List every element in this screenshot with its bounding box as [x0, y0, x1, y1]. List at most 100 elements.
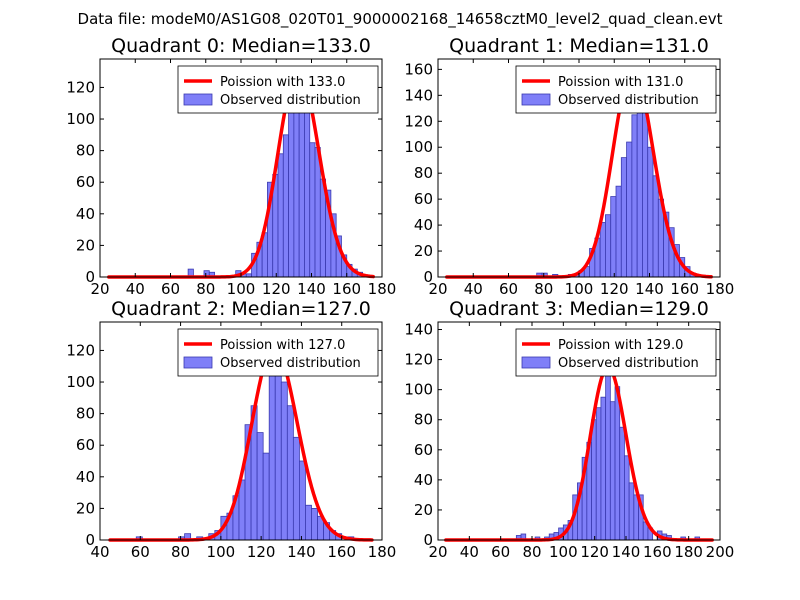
y-tick-label: 140: [404, 86, 433, 104]
x-tick-label: 40: [464, 280, 483, 298]
y-tick-label: 40: [76, 205, 95, 223]
legend-label-observed: Observed distribution: [220, 93, 361, 108]
y-tick-label: 100: [404, 381, 433, 399]
histogram-bar: [614, 386, 621, 541]
x-tick-label: 20: [428, 280, 447, 298]
x-tick-label: 180: [368, 280, 397, 298]
legend-label-observed: Observed distribution: [558, 356, 699, 371]
histogram-bar: [293, 102, 300, 278]
y-tick-label: 60: [76, 173, 95, 191]
y-tick-label: 100: [66, 110, 95, 128]
y-tick-label: 120: [404, 351, 433, 369]
subplot-title: Quadrant 1: Median=131.0: [449, 35, 709, 57]
histogram-bar: [299, 460, 306, 541]
y-tick-label: 40: [414, 216, 433, 234]
subplot-title: Quadrant 0: Median=133.0: [111, 35, 371, 57]
histogram-bar: [286, 405, 294, 541]
x-tick-label: 140: [287, 543, 316, 561]
histogram-bar: [642, 107, 649, 278]
histogram-bar: [605, 366, 611, 541]
x-tick-label: 160: [332, 280, 361, 298]
histogram-bar: [304, 110, 311, 278]
histogram-bar: [628, 482, 635, 541]
histogram-bar: [595, 407, 602, 541]
histogram-bar: [268, 365, 276, 541]
histogram-bar: [609, 401, 616, 541]
histogram-bar: [631, 114, 638, 278]
x-tick-label: 100: [207, 543, 236, 561]
x-tick-label: 100: [549, 543, 578, 561]
histogram-bar: [610, 196, 617, 278]
subplot-quadrant-3: Quadrant 3: Median=129.020 40 60 80 100 120 14…: [404, 298, 734, 561]
x-tick-label: 60: [131, 543, 150, 561]
x-tick-label: 120: [580, 543, 609, 561]
x-tick-label: 140: [297, 280, 326, 298]
y-tick-label: 0: [423, 531, 433, 549]
histogram-bar: [652, 175, 659, 278]
x-tick-label: 160: [327, 543, 356, 561]
histogram-bar: [262, 452, 270, 541]
subplot-quadrant-2: Quadrant 2: Median=127.0 40 60 80 100 120 140 1…: [66, 298, 396, 561]
y-tick-label: 20: [76, 236, 95, 254]
y-tick-label: 40: [414, 471, 433, 489]
x-tick-label: 140: [635, 280, 664, 298]
x-tick-label: 100: [227, 280, 256, 298]
histogram-bar: [615, 185, 622, 278]
legend-label-poisson: Poission with 127.0: [220, 338, 345, 353]
figure-suptitle: Data file: modeM0/AS1G08_020T01_90000021…: [78, 10, 723, 29]
x-tick-label: 180: [706, 280, 735, 298]
y-tick-label: 40: [76, 468, 95, 486]
histogram-bar: [256, 432, 264, 541]
x-tick-label: 60: [161, 280, 180, 298]
histogram-bar: [309, 142, 316, 278]
legend-label-observed: Observed distribution: [558, 93, 699, 108]
y-tick-label: 60: [414, 441, 433, 459]
subplot-title: Quadrant 2: Median=127.0: [111, 298, 371, 320]
y-tick-label: 120: [66, 341, 95, 359]
histogram-bar: [600, 396, 607, 541]
histogram-bar: [626, 141, 633, 278]
x-tick-label: 40: [460, 543, 479, 561]
x-tick-label: 120: [262, 280, 291, 298]
histogram-bar: [288, 107, 295, 278]
legend-label-observed: Observed distribution: [220, 356, 361, 371]
x-tick-label: 180: [368, 543, 397, 561]
y-tick-label: 60: [414, 190, 433, 208]
x-tick-label: 160: [643, 543, 672, 561]
legend-label-poisson: Poission with 131.0: [558, 75, 683, 90]
y-tick-label: 20: [414, 501, 433, 519]
x-tick-label: 40: [90, 543, 109, 561]
histogram-bar: [277, 153, 284, 278]
legend: Poission with 127.0 Observed distribution: [177, 328, 379, 377]
y-tick-label: 80: [76, 405, 95, 423]
y-tick-label: 20: [76, 499, 95, 517]
x-tick-label: 80: [196, 280, 215, 298]
histogram-bar: [624, 455, 630, 541]
histogram-bar: [314, 147, 321, 278]
histogram-bar: [633, 494, 639, 541]
legend: Poission with 133.0 Observed distribution: [177, 65, 379, 114]
legend: Poission with 129.0 Observed distribution: [515, 328, 717, 377]
y-tick-label: 0: [423, 268, 433, 286]
y-tick-label: 140: [404, 321, 433, 339]
x-tick-label: 160: [670, 280, 699, 298]
histogram-bar: [280, 381, 288, 541]
axes-frame: [99, 321, 383, 541]
x-tick-label: 40: [126, 280, 145, 298]
y-tick-label: 120: [404, 112, 433, 130]
x-tick-label: 20: [90, 280, 109, 298]
legend-patch-swatch: [521, 356, 551, 369]
y-tick-label: 80: [414, 411, 433, 429]
x-tick-label: 80: [534, 280, 553, 298]
legend: Poission with 131.0 Observed distribution: [515, 65, 717, 114]
histogram-bar: [605, 214, 612, 278]
legend-patch-swatch: [183, 356, 213, 369]
histogram-bar: [311, 508, 318, 541]
x-tick-label: 60: [491, 543, 510, 561]
subplot-title: Quadrant 3: Median=129.0: [449, 298, 709, 320]
y-tick-label: 80: [76, 142, 95, 160]
x-tick-label: 20: [428, 543, 447, 561]
y-tick-label: 60: [76, 436, 95, 454]
y-tick-label: 160: [404, 60, 433, 78]
